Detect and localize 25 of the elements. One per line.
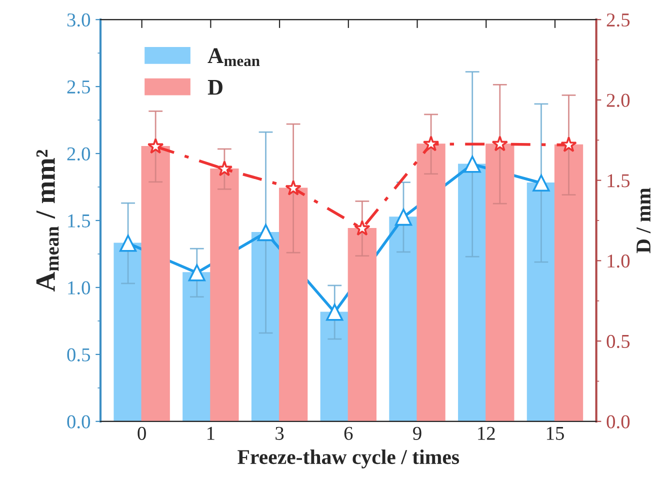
x-tick-label: 15	[546, 426, 564, 440]
y-tick-label: 1.0	[68, 281, 90, 294]
y2-tick-label: 2.5	[606, 13, 630, 27]
y-tick-label: 2.5	[67, 80, 90, 94]
y2-tick-label: 0.5	[606, 334, 630, 348]
y2-tick-label: 2.0	[606, 94, 630, 107]
x-tick-label: 12	[478, 426, 495, 440]
x-tick-label: 0	[138, 426, 146, 440]
x-tick-label: 9	[413, 426, 422, 440]
legend-label: D	[208, 80, 222, 95]
y-axis-title: A$_{mean}$ / mm²	[36, 150, 59, 292]
x-axis-title: Freeze-thaw cycle / times	[238, 449, 460, 468]
y-tick-label: 2.0	[67, 147, 90, 161]
x-tick-label: 3	[276, 426, 284, 440]
y2-tick-label: 1.0	[608, 254, 630, 268]
legend-label: A$_{mean}$	[208, 48, 260, 66]
x-tick-label: 6	[344, 426, 353, 440]
y2-axis-title: D / mm	[636, 188, 651, 254]
y-tick-label: 0.0	[67, 415, 90, 428]
x-tick-label: 1	[208, 426, 214, 440]
y2-tick-label: 0.0	[606, 415, 630, 428]
y-tick-label: 3.0	[67, 13, 90, 27]
y2-tick-label: 1.5	[608, 174, 630, 188]
y-tick-label: 1.5	[68, 214, 90, 228]
y-tick-label: 0.5	[67, 348, 90, 362]
